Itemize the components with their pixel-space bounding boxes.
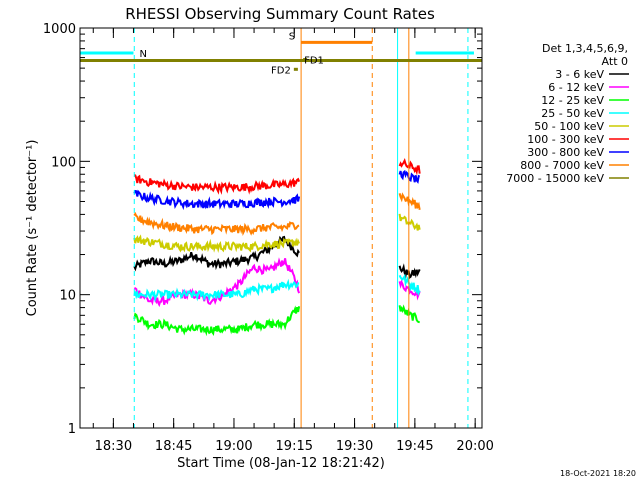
series-12-25kev [133, 304, 420, 337]
series-trace [133, 211, 300, 237]
plot-frame [79, 27, 483, 429]
y-tick-label: 1000 [43, 22, 76, 37]
legend-label: 7000 - 15000 keV [506, 172, 604, 185]
x-axis-label: Start Time (08-Jan-12 18:21:42) [177, 456, 385, 471]
series-6-12kev [133, 257, 421, 308]
flag-label-fd2: FD2 [271, 65, 291, 76]
y-tick-label: 10 [59, 289, 76, 304]
series-25-50kev [133, 273, 421, 303]
legend-label: 50 - 100 keV [534, 120, 604, 133]
series-trace [398, 158, 421, 176]
series-trace [133, 278, 300, 303]
x-tick-label: 18:45 [155, 439, 192, 454]
series-trace [398, 192, 421, 210]
flag-label-fd1: FD1 [304, 56, 324, 67]
legend-label: 3 - 6 keV [555, 68, 604, 81]
series-layer [133, 158, 421, 337]
series-trace [398, 273, 421, 297]
x-tick-label: 19:00 [215, 439, 252, 454]
series-trace [133, 305, 301, 337]
x-tick-label: 18:30 [95, 439, 132, 454]
legend-label: 12 - 25 keV [541, 94, 604, 107]
legend-label: 800 - 7000 keV [520, 159, 604, 172]
series-800-7000kev [133, 192, 421, 237]
series-50-100kev [133, 213, 421, 253]
axes [79, 27, 483, 429]
series-trace [398, 263, 421, 280]
x-tick-label: 20:00 [456, 439, 493, 454]
series-trace [398, 213, 421, 231]
series-trace [398, 304, 420, 324]
x-tick-label: 19:30 [336, 439, 373, 454]
detector-info: Att 0 [602, 55, 628, 68]
y-tick-label: 100 [51, 155, 76, 170]
chart-title: RHESSI Observing Summary Count Rates [125, 5, 435, 23]
flag-label-s: S [289, 31, 295, 42]
footer-timestamp: 18-Oct-2021 18:20 [560, 469, 636, 478]
y-tick-label: 1 [68, 422, 76, 437]
series-100-300kev [134, 158, 421, 195]
legend-label: 300 - 800 keV [527, 146, 604, 159]
flag-label-n: N [139, 49, 146, 60]
series-trace [133, 234, 301, 253]
legend-label: 25 - 50 keV [541, 107, 604, 120]
x-tick-label: 19:45 [396, 439, 433, 454]
legend-label: 6 - 12 keV [548, 81, 604, 94]
series-trace [398, 169, 421, 184]
axis-ticks: 1 10 100 1000 18:30 18:45 19:00 19:15 19:30 19:45… [43, 22, 494, 454]
x-tick-label: 19:15 [276, 439, 313, 454]
legend-label: 100 - 300 keV [527, 133, 604, 146]
series-trace [134, 174, 301, 195]
y-axis-label: Count Rate (s⁻¹ detector⁻¹) [25, 140, 40, 317]
flag-layer: N S FD1 FD2 [79, 28, 482, 428]
series-300-800kev [133, 169, 421, 211]
detector-info: Det 1,3,4,5,6,9, [542, 42, 628, 55]
series-trace [133, 189, 301, 211]
